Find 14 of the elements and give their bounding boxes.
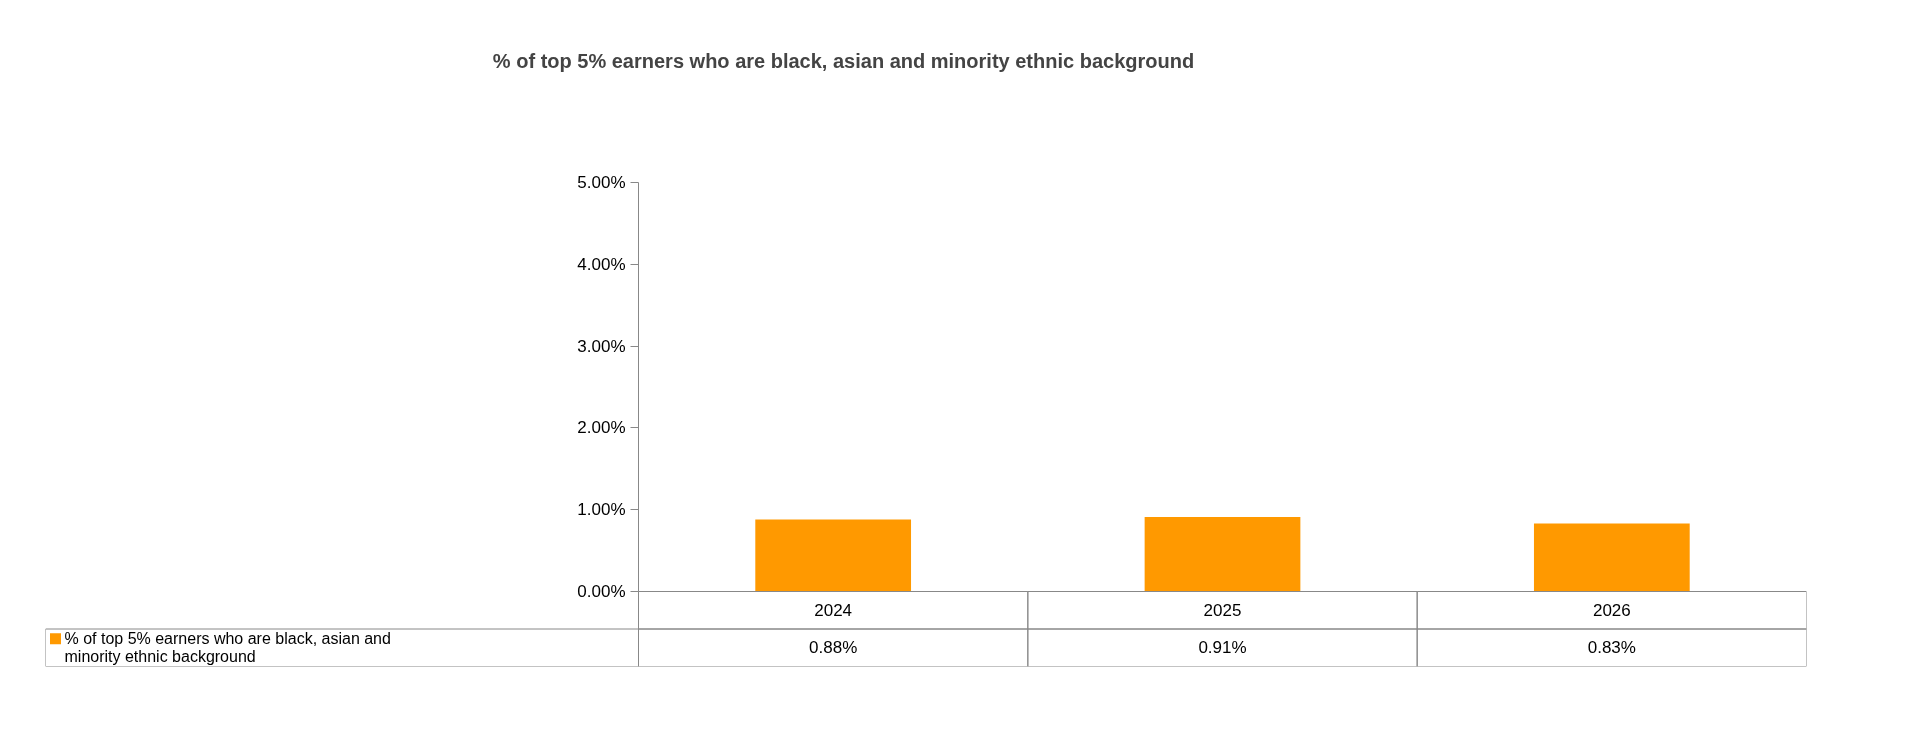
y-tick-label: 5.00% [577, 173, 626, 192]
legend-label: % of top 5% earners who are black, asian and minority ethnic background [64, 630, 391, 666]
y-tick-label: 3.00% [577, 336, 626, 356]
x-tick-label: 2024 [814, 601, 853, 621]
data-label: 0.88% [809, 638, 858, 658]
y-tick-label: 0.00% [577, 582, 626, 601]
y-tick-label: 2.00% [577, 418, 626, 438]
y-tick-label: 4.00% [577, 254, 626, 274]
data-label: 0.83% [1587, 638, 1636, 658]
chart-title: % of top 5% earners who are black, asian and minority ethnic background [492, 49, 1195, 72]
x-tick-label: 2026 [1592, 601, 1631, 621]
y-tick-label: 1.00% [577, 500, 626, 520]
x-tick-label: 2025 [1203, 601, 1242, 621]
data-label: 0.91% [1198, 638, 1247, 658]
